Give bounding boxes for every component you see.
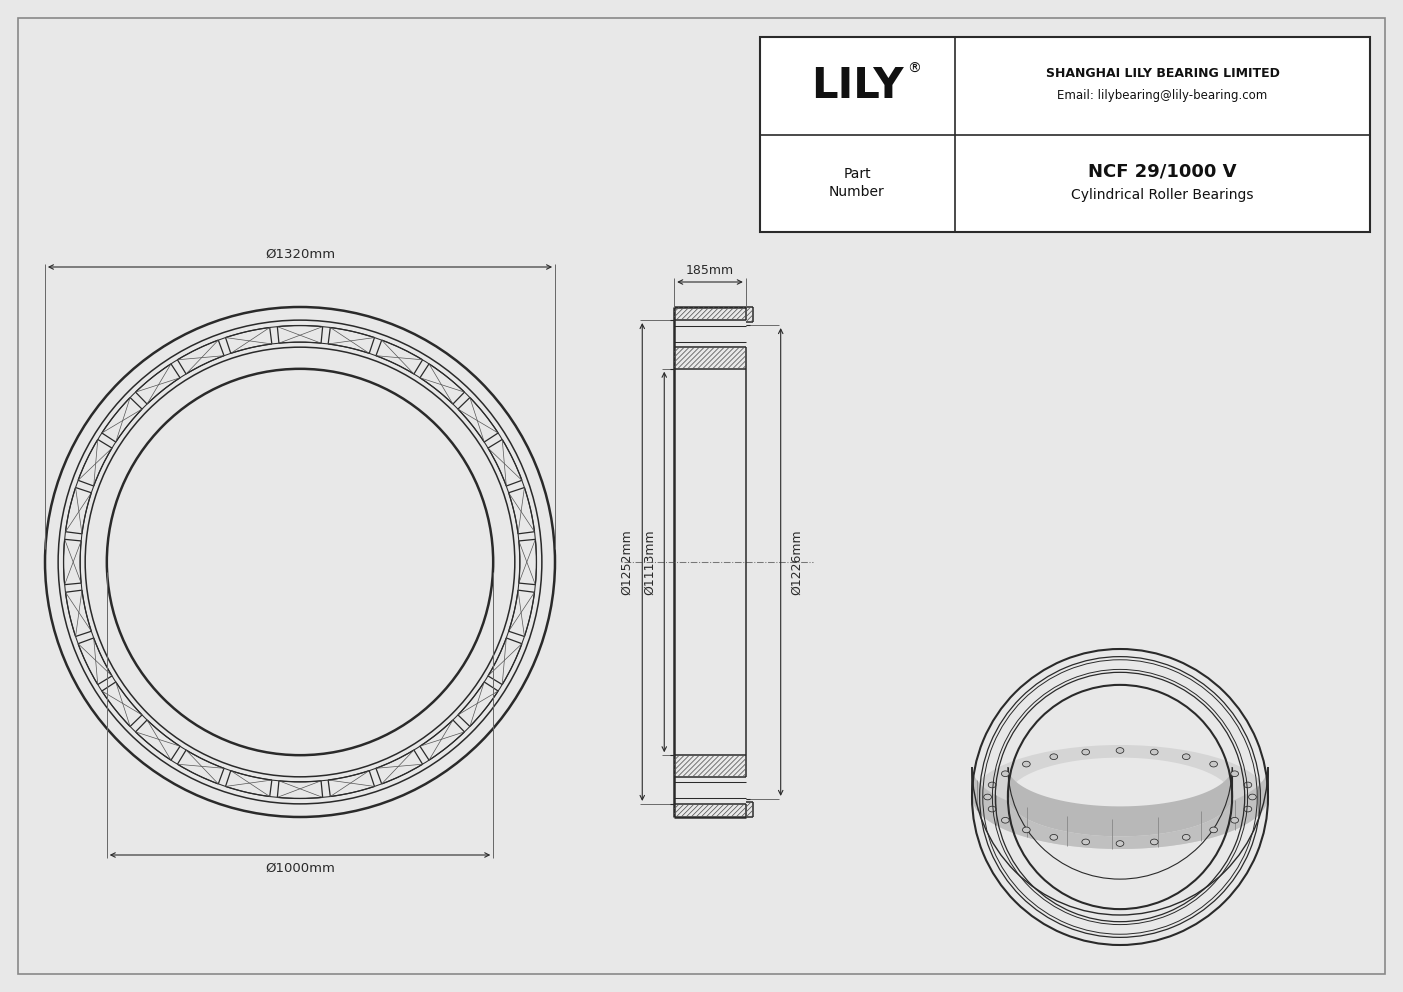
Text: Ø1000mm: Ø1000mm: [265, 861, 335, 875]
Ellipse shape: [1183, 754, 1190, 760]
Ellipse shape: [1249, 795, 1256, 800]
Ellipse shape: [1007, 758, 1232, 836]
Ellipse shape: [972, 745, 1268, 849]
Ellipse shape: [1049, 834, 1058, 840]
Ellipse shape: [1209, 827, 1218, 832]
Text: ®: ®: [908, 62, 920, 75]
Text: Cylindrical Roller Bearings: Cylindrical Roller Bearings: [1072, 188, 1254, 202]
Text: Ø1226mm: Ø1226mm: [790, 529, 803, 595]
Text: NCF 29/1000 V: NCF 29/1000 V: [1089, 163, 1237, 181]
Ellipse shape: [984, 795, 992, 800]
Ellipse shape: [988, 806, 996, 811]
Ellipse shape: [1023, 827, 1030, 832]
Polygon shape: [1007, 767, 1232, 836]
Ellipse shape: [1082, 749, 1090, 755]
Ellipse shape: [1082, 839, 1090, 845]
Ellipse shape: [1183, 834, 1190, 840]
Text: Email: lilybearing@lily-bearing.com: Email: lilybearing@lily-bearing.com: [1058, 89, 1268, 102]
Bar: [760, 37, 1369, 232]
Text: LILY: LILY: [811, 64, 904, 107]
Ellipse shape: [1150, 749, 1157, 755]
Text: Ø1320mm: Ø1320mm: [265, 247, 335, 261]
Ellipse shape: [988, 782, 996, 788]
Text: Ø1113mm: Ø1113mm: [643, 529, 655, 595]
Text: Ø1252mm: Ø1252mm: [620, 529, 633, 595]
Ellipse shape: [1244, 806, 1251, 811]
Text: SHANGHAI LILY BEARING LIMITED: SHANGHAI LILY BEARING LIMITED: [1045, 67, 1280, 80]
Ellipse shape: [1150, 839, 1157, 845]
Polygon shape: [972, 767, 1268, 849]
Ellipse shape: [1230, 817, 1239, 823]
Ellipse shape: [1230, 771, 1239, 777]
Ellipse shape: [1002, 817, 1009, 823]
Ellipse shape: [1209, 761, 1218, 767]
Ellipse shape: [1049, 754, 1058, 760]
Ellipse shape: [1023, 761, 1030, 767]
Text: Part
Number: Part Number: [829, 167, 885, 199]
Ellipse shape: [1002, 771, 1009, 777]
Ellipse shape: [1244, 782, 1251, 788]
Ellipse shape: [1117, 748, 1124, 753]
Text: 185mm: 185mm: [686, 265, 734, 278]
Ellipse shape: [1117, 840, 1124, 846]
